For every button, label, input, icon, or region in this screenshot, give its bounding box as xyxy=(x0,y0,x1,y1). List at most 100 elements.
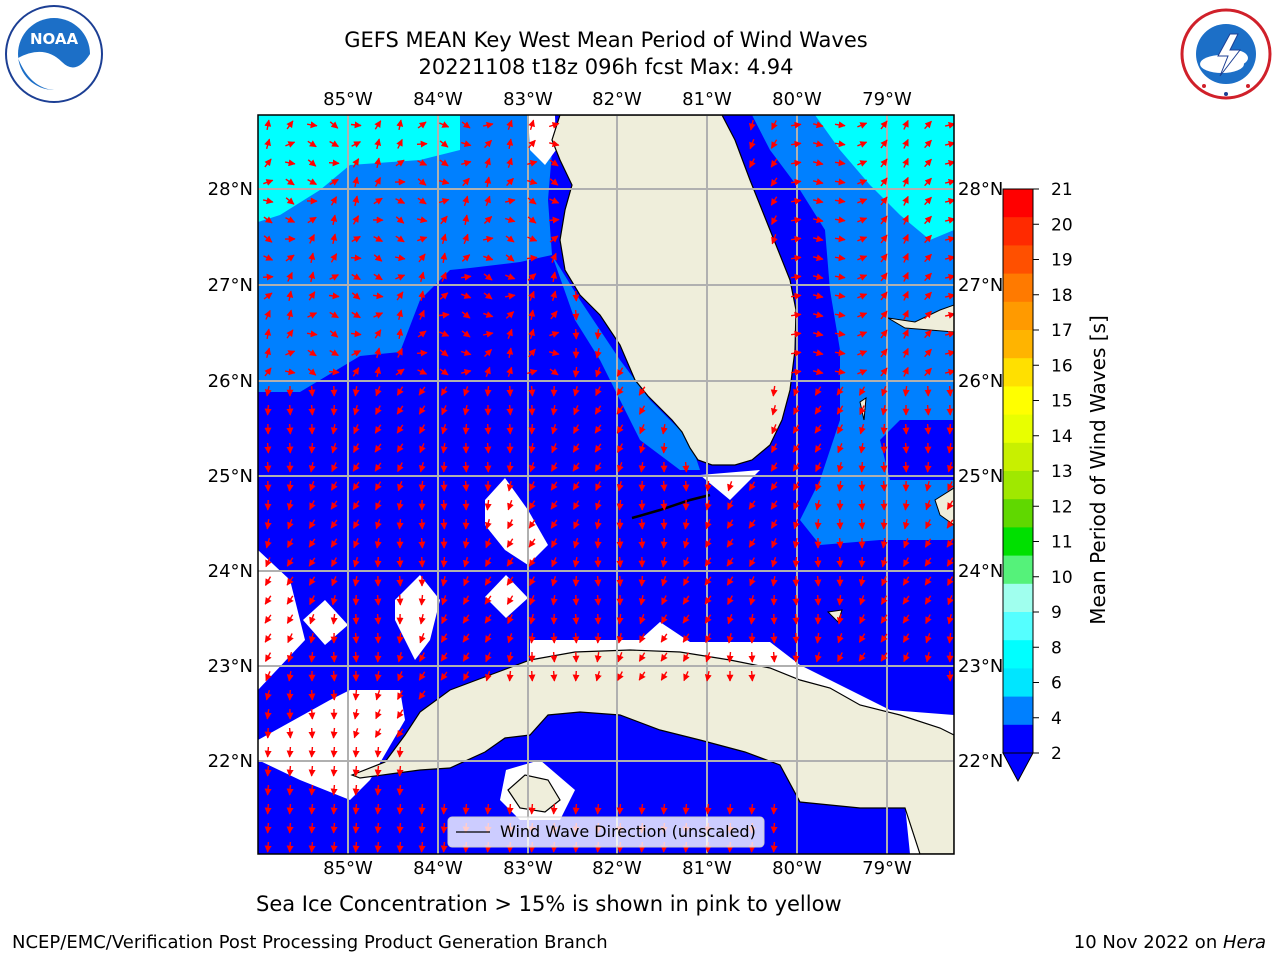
direction-arrow xyxy=(770,443,778,454)
direction-arrow xyxy=(462,214,470,226)
direction-arrow xyxy=(308,727,316,739)
direction-arrow xyxy=(484,633,492,643)
direction-arrow xyxy=(396,291,404,301)
direction-arrow xyxy=(660,442,668,454)
direction-arrow xyxy=(549,197,560,204)
direction-arrow xyxy=(506,651,514,663)
direction-arrow xyxy=(550,481,558,491)
direction-arrow xyxy=(418,309,425,320)
direction-arrow xyxy=(286,727,294,739)
direction-arrow xyxy=(396,575,404,587)
direction-arrow xyxy=(418,803,426,815)
direction-arrow xyxy=(529,462,536,473)
caption: Sea Ice Concentration > 15% is shown in … xyxy=(256,892,842,916)
direction-arrow xyxy=(352,176,360,188)
direction-arrow xyxy=(504,292,516,300)
direction-arrow xyxy=(704,595,712,605)
lat-label-right: 26°N xyxy=(958,371,1003,392)
direction-arrow xyxy=(946,670,954,682)
direction-arrow xyxy=(285,178,295,186)
direction-arrow xyxy=(440,386,448,396)
direction-arrow xyxy=(484,803,492,815)
direction-arrow xyxy=(484,461,492,473)
direction-arrow xyxy=(286,271,293,282)
direction-arrow xyxy=(528,442,536,454)
lon-label-bottom: 81°W xyxy=(682,858,732,879)
direction-arrow xyxy=(594,424,602,434)
direction-arrow xyxy=(286,822,294,834)
colorbar: 21 20 19 18 17 16 15 14 13 12 11 10 9 8 6 4 2 xyxy=(1002,180,1073,783)
direction-arrow xyxy=(307,312,318,319)
direction-arrow xyxy=(285,141,296,148)
direction-arrow xyxy=(704,499,712,511)
direction-arrow xyxy=(419,443,426,454)
direction-arrow xyxy=(286,614,294,624)
direction-arrow xyxy=(484,366,491,377)
direction-arrow xyxy=(285,254,295,262)
direction-arrow xyxy=(857,274,868,281)
direction-arrow xyxy=(396,119,404,131)
direction-arrow xyxy=(880,120,888,130)
direction-arrow xyxy=(594,518,602,530)
direction-arrow xyxy=(440,822,448,834)
direction-arrow xyxy=(924,139,932,149)
direction-arrow xyxy=(814,443,822,453)
direction-arrow xyxy=(902,499,910,511)
direction-arrow xyxy=(419,633,426,644)
direction-arrow xyxy=(352,708,360,720)
direction-arrow xyxy=(373,312,384,319)
direction-arrow xyxy=(417,178,427,186)
direction-arrow xyxy=(418,386,426,396)
direction-arrow xyxy=(374,841,382,853)
direction-arrow xyxy=(527,159,538,167)
direction-arrow xyxy=(770,651,778,663)
direction-arrow xyxy=(352,689,360,701)
direction-arrow xyxy=(307,368,317,376)
direction-arrow xyxy=(902,595,910,605)
direction-arrow xyxy=(330,784,338,796)
direction-arrow xyxy=(834,121,846,129)
direction-arrow xyxy=(812,159,824,167)
direction-arrow xyxy=(660,803,668,815)
direction-arrow xyxy=(264,765,272,777)
direction-arrow xyxy=(793,519,800,530)
direction-arrow xyxy=(418,594,426,606)
direction-arrow xyxy=(440,556,448,568)
direction-arrow xyxy=(550,670,558,682)
direction-arrow xyxy=(683,671,690,682)
lat-label-left: 23°N xyxy=(208,656,253,677)
direction-arrow xyxy=(880,652,888,662)
direction-arrow xyxy=(308,841,316,853)
direction-arrow xyxy=(440,652,448,662)
direction-arrow xyxy=(638,575,646,587)
direction-arrow xyxy=(462,633,470,643)
direction-arrow xyxy=(439,159,449,167)
direction-arrow xyxy=(461,159,472,167)
direction-arrow xyxy=(617,462,624,473)
direction-arrow xyxy=(329,311,339,319)
direction-arrow xyxy=(791,349,802,357)
direction-arrow xyxy=(660,499,668,511)
direction-arrow xyxy=(528,290,535,301)
direction-arrow xyxy=(924,329,932,339)
colorbar-tick-label: 17 xyxy=(1051,321,1073,341)
direction-arrow xyxy=(857,293,868,300)
direction-arrow xyxy=(396,499,404,511)
colorbar-segment xyxy=(1003,442,1033,472)
direction-arrow xyxy=(814,556,822,568)
direction-arrow xyxy=(461,273,472,281)
direction-arrow xyxy=(924,253,932,263)
direction-arrow xyxy=(330,727,338,739)
direction-arrow xyxy=(462,480,470,492)
direction-arrow xyxy=(441,595,448,606)
direction-arrow xyxy=(594,594,602,606)
direction-arrow xyxy=(857,198,868,205)
direction-arrow xyxy=(924,480,932,492)
direction-arrow xyxy=(352,215,360,225)
direction-arrow xyxy=(396,822,404,834)
direction-arrow xyxy=(902,385,910,397)
direction-arrow xyxy=(770,575,778,587)
lon-label-bottom: 82°W xyxy=(592,858,642,879)
direction-arrow xyxy=(704,670,712,682)
direction-arrow xyxy=(506,803,514,815)
